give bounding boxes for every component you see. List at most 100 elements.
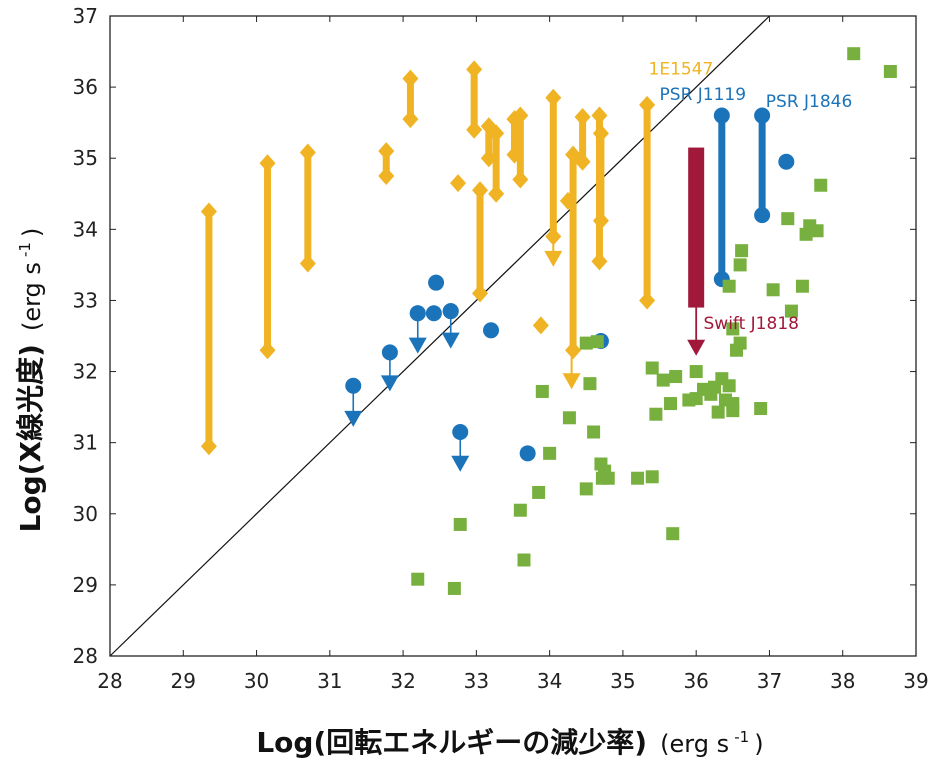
rotation-powered-pulsar-point (590, 335, 604, 349)
high-b-pulsar-point (483, 322, 500, 339)
y-tick-label: 36 (73, 75, 98, 99)
high-b-pulsar-upper-limit-arrow (451, 455, 470, 472)
x-tick-label: 36 (683, 669, 708, 693)
rotation-powered-pulsar-point (645, 470, 659, 484)
magnetar-range-max (639, 95, 656, 114)
axis-ticks: 28 29 30 31 32 33 34 35 36 37 38 39 28 29 30 31 32 33 34 35… (73, 4, 929, 693)
rotation-powered-pulsar-point (513, 503, 527, 517)
rotation-powered-pulsar-point (689, 365, 703, 379)
rotation-powered-pulsar-point (722, 379, 736, 393)
y-tick-label: 37 (73, 4, 98, 28)
x-tick-label: 28 (97, 669, 122, 693)
rotation-powered-pulsar-point (517, 553, 531, 567)
x-tick-label: 33 (464, 669, 489, 693)
annotations: 1E1547 PSR J1119 PSR J1846 Swift J1818 (649, 59, 853, 334)
high-b-pulsar-point (428, 274, 445, 291)
rotation-powered-pulsar-point (726, 322, 740, 336)
high-b-pulsar-upper-limit-arrow (344, 410, 363, 427)
magnetar-range-min (299, 254, 316, 273)
rotation-powered-pulsar-point (411, 572, 425, 586)
rotation-powered-pulsar-point (579, 336, 593, 350)
rotation-powered-pulsar-point (532, 485, 546, 499)
rotation-powered-pulsar-point (784, 304, 798, 318)
magnetar-upper-limit-arrow (544, 250, 563, 267)
magnetar-point (559, 191, 576, 210)
y-axis-title: Log(X線光度) (erg s -1 ) (14, 228, 47, 533)
rotation-powered-pulsar-point (649, 407, 663, 421)
annotation-label: PSR J1846 (766, 92, 853, 112)
data-marks (200, 47, 897, 595)
magnetar-range-min (512, 170, 529, 189)
y-tick-label: 31 (73, 431, 98, 455)
magnetar-range-min (259, 341, 276, 360)
magnetar-range-max (378, 142, 395, 161)
rotation-powered-pulsar-point (664, 397, 678, 411)
y-tick-label: 35 (73, 146, 98, 170)
magnetar-range-max (488, 124, 505, 143)
rotation-powered-pulsar-point (766, 283, 780, 297)
magnetar-range-min (565, 341, 582, 360)
high-b-pulsar-point (409, 305, 426, 322)
reference-line-group (109, 15, 770, 657)
x-axis-title-main: Log(回転エネルギーの減少率) (256, 726, 647, 759)
x-tick-label: 34 (537, 669, 562, 693)
high-b-pulsar-point (778, 153, 795, 170)
magnetar-range-min (591, 252, 608, 271)
rotation-powered-pulsar-point (733, 258, 747, 272)
magnetar-range-max (402, 69, 419, 88)
high-b-pulsar-upper-limit-point (381, 344, 398, 361)
rotation-powered-pulsar-point (735, 244, 749, 258)
rotation-powered-pulsar-point (579, 482, 593, 496)
rotation-powered-pulsar-point (722, 279, 736, 293)
magnetar-range-min (592, 211, 609, 230)
high-b-pulsar-range-max (754, 107, 771, 124)
magnetar-range-min (466, 120, 483, 139)
magnetar-range-max (545, 88, 562, 107)
rotation-powered-pulsar-point (666, 527, 680, 541)
rotation-powered-pulsar-point (631, 471, 645, 485)
x-tick-label: 37 (757, 669, 782, 693)
swift-j1818-range-bar (688, 147, 705, 308)
x-axis-title-close: ) (754, 730, 763, 758)
rotation-powered-pulsar-point (447, 581, 461, 595)
magnetar-point (450, 174, 467, 193)
high-b-pulsar-point (519, 445, 536, 462)
magnetar-range-min (200, 437, 217, 456)
rotation-powered-pulsar-point (754, 402, 768, 416)
rotation-powered-pulsar-point (847, 47, 861, 61)
annotation-label: 1E1547 (649, 59, 714, 79)
y-axis-title-unit: (erg s (18, 262, 46, 331)
magnetar-range-max (472, 181, 489, 200)
high-b-pulsar-point (425, 305, 442, 322)
magnetar-range-max (466, 60, 483, 79)
y-tick-label: 32 (73, 360, 98, 384)
magnetar-range-max (591, 106, 608, 125)
y-axis-title-close: ) (18, 228, 46, 237)
high-b-pulsar-upper-limit-point (345, 377, 362, 394)
high-b-pulsar-range-max (713, 107, 730, 124)
y-tick-label: 29 (73, 573, 98, 597)
swift-j1818-upper-limit-arrow (687, 339, 706, 356)
rotation-powered-pulsar-point (543, 446, 557, 460)
rotation-powered-pulsar-point (601, 471, 615, 485)
rotation-powered-pulsar-point (726, 397, 740, 411)
x-tick-label: 35 (610, 669, 635, 693)
rotation-powered-pulsar-point (810, 224, 824, 238)
high-b-pulsar-upper-limit-arrow (408, 337, 427, 354)
reference-line (109, 15, 770, 657)
high-b-pulsar-upper-limit-arrow (441, 332, 460, 349)
y-tick-label: 33 (73, 288, 98, 312)
rotation-powered-pulsar-point (453, 517, 467, 531)
x-tick-label: 38 (830, 669, 855, 693)
rotation-powered-pulsar-point (669, 370, 683, 384)
rotation-powered-pulsar-point (733, 336, 747, 350)
magnetar-range-min (639, 291, 656, 310)
x-tick-label: 31 (317, 669, 342, 693)
y-axis-title-sup: -1 (16, 242, 34, 257)
x-axis-title: Log(回転エネルギーの減少率) (erg s -1 ) (256, 726, 763, 759)
magnetar-range-min (378, 167, 395, 185)
x-tick-label: 30 (244, 669, 269, 693)
rotation-powered-pulsar-point (535, 384, 549, 398)
magnetar-range-max (512, 106, 529, 125)
magnetar-range-max (200, 202, 217, 221)
